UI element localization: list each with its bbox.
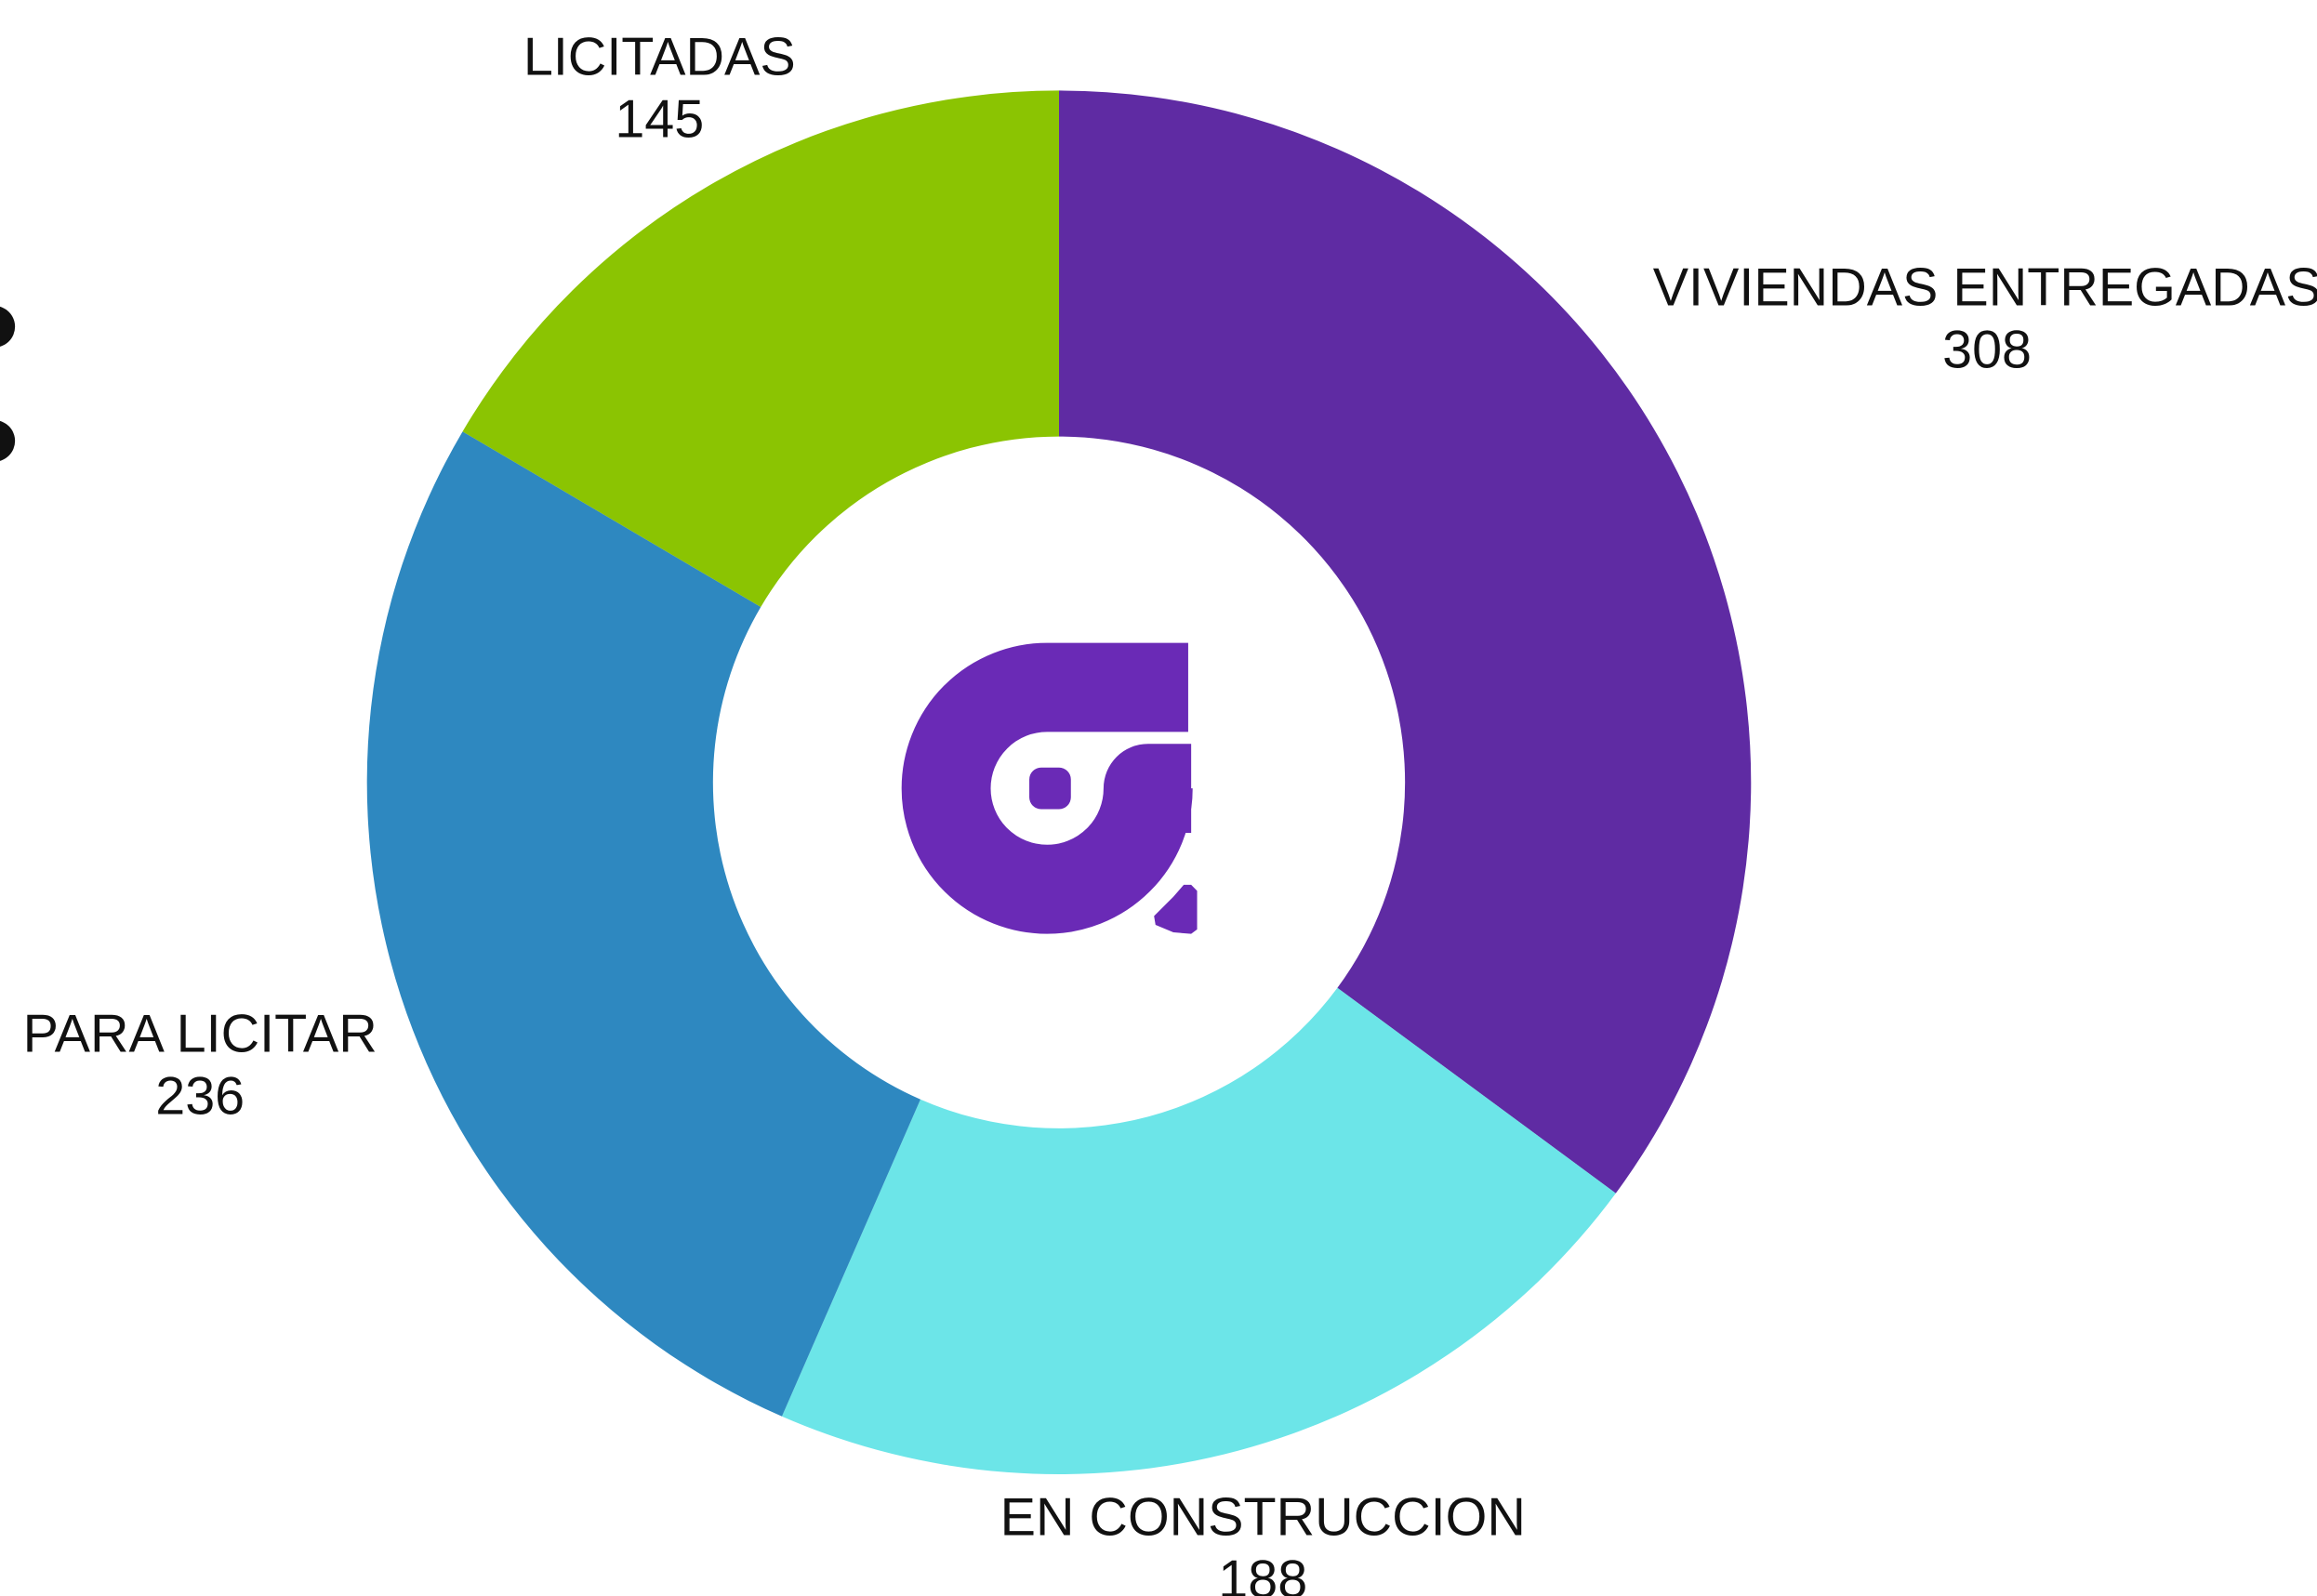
- logo: [901, 642, 1198, 934]
- slice-label: LICITADAS: [523, 28, 796, 87]
- slice-value: 236: [155, 1067, 245, 1127]
- slice-value: 308: [1942, 320, 2032, 379]
- donut-slice: [1058, 90, 1752, 1194]
- donut-slice: [366, 431, 920, 1417]
- slice-value: 145: [615, 90, 704, 150]
- slice-label: PARA LICITAR: [23, 1005, 377, 1064]
- slice-label: VIVIENDAS ENTREGADAS: [1653, 257, 2317, 317]
- decor-dot: [0, 420, 16, 461]
- donut-slice: [781, 987, 1616, 1475]
- decor-dot: [0, 306, 16, 347]
- slice-value: 188: [1218, 1550, 1307, 1596]
- slice-label: EN CONSTRUCCION: [1000, 1487, 1526, 1547]
- donut-slice: [462, 90, 1059, 607]
- slices: [366, 90, 1752, 1475]
